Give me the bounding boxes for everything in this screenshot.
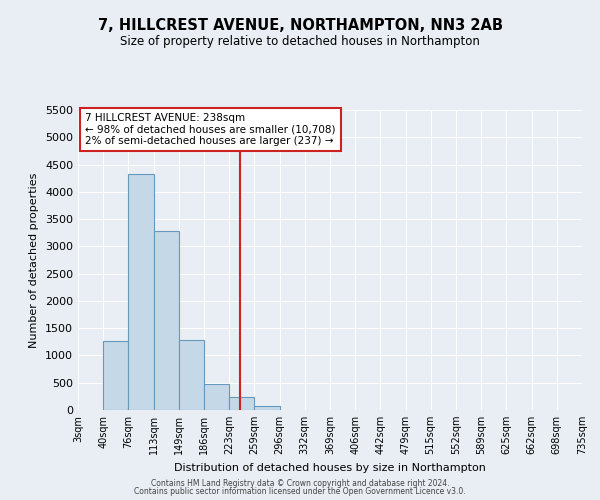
X-axis label: Distribution of detached houses by size in Northampton: Distribution of detached houses by size … [174, 462, 486, 472]
Text: Contains HM Land Registry data © Crown copyright and database right 2024.: Contains HM Land Registry data © Crown c… [151, 478, 449, 488]
Bar [128, 174, 154, 410]
Bar [103, 342, 128, 410]
Text: 7 HILLCREST AVENUE: 238sqm
← 98% of detached houses are smaller (10,708)
2% of s: 7 HILLCREST AVENUE: 238sqm ← 98% of deta… [85, 113, 335, 146]
Bar [179, 340, 204, 410]
Bar [254, 406, 280, 410]
Text: Size of property relative to detached houses in Northampton: Size of property relative to detached ho… [120, 35, 480, 48]
Bar [229, 398, 254, 410]
Y-axis label: Number of detached properties: Number of detached properties [29, 172, 40, 348]
Bar [204, 384, 229, 410]
Text: 7, HILLCREST AVENUE, NORTHAMPTON, NN3 2AB: 7, HILLCREST AVENUE, NORTHAMPTON, NN3 2A… [97, 18, 503, 32]
Bar [154, 231, 179, 410]
Text: Contains public sector information licensed under the Open Government Licence v3: Contains public sector information licen… [134, 487, 466, 496]
